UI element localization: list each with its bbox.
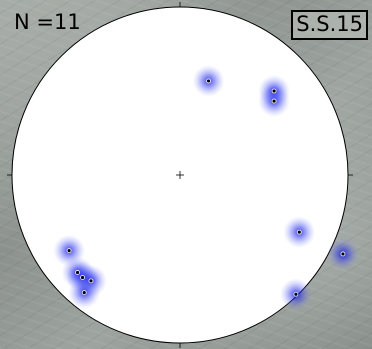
pole-point	[271, 88, 277, 94]
pole-points	[66, 78, 346, 297]
site-label: S.S.15	[291, 10, 368, 40]
pole-point	[206, 78, 211, 84]
axis-ticks	[7, 2, 353, 348]
sample-count-label: N =11	[14, 10, 81, 34]
pole-point	[296, 229, 302, 235]
pole-point	[75, 270, 80, 275]
pole-point	[80, 275, 85, 280]
pole-point	[88, 278, 94, 284]
pole-point	[271, 98, 277, 104]
pole-point	[340, 251, 346, 257]
pole-point	[293, 291, 299, 297]
pole-point	[66, 248, 72, 254]
center-cross	[176, 171, 184, 179]
pole-point	[81, 290, 87, 296]
